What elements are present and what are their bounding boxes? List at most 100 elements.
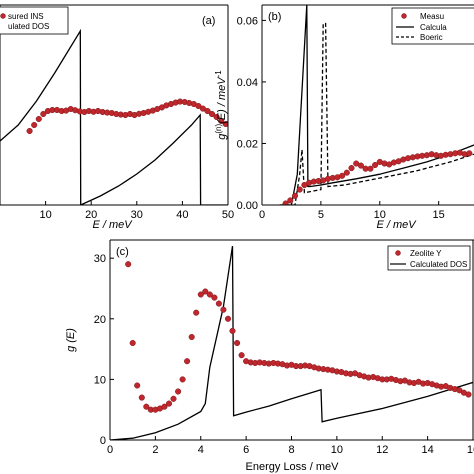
- panel-c-data-point: [229, 327, 236, 334]
- panel-b-data-point: [287, 197, 294, 204]
- panel-c-data-point: [188, 333, 195, 341]
- panel-b-data-point: [339, 172, 346, 179]
- panel-b-data-point: [291, 192, 299, 199]
- panel-b-label: (b): [268, 11, 281, 23]
- panel-c-xtick-label: 2: [152, 444, 158, 456]
- panel-a-data-point: [213, 113, 220, 121]
- panel-b-series-solid-line: [279, 5, 474, 205]
- panel-c-data-point: [465, 391, 472, 398]
- panel-c-xtick-label: 8: [288, 444, 294, 456]
- panel-c-data-point: [234, 339, 241, 347]
- panel-a-data-point: [218, 117, 225, 125]
- panel-a-xtick-label: 50: [222, 209, 234, 221]
- panel-a-data-point: [222, 120, 228, 128]
- panel-c-data-point: [175, 388, 182, 395]
- panel-c: 0 2 4 6 8 10 12 14 16 0 10 20 30 (c) Energy Loss / m…: [65, 239, 474, 473]
- panel-c-xtick-label: 10: [331, 444, 343, 456]
- panel-c-data-point: [165, 400, 173, 407]
- panel-a-xlabel: E / meV: [92, 219, 133, 231]
- panel-a-legend: sured INS ulated DOS: [0, 6, 69, 35]
- panel-c-ytick-label: 20: [94, 314, 106, 326]
- panel-b-ylabel: g(n)(E) / meV-1: [214, 70, 229, 140]
- panel-b-xlabel: E / meV: [376, 219, 417, 231]
- panel-b-data-point: [348, 165, 355, 172]
- panel-c-ytick-label: 10: [94, 374, 106, 386]
- panel-b-xtick-label: 0: [259, 209, 265, 221]
- panel-b-data-point: [466, 150, 473, 157]
- panel-a-label: (a): [202, 15, 215, 27]
- panel-b-xtick-label: 10: [374, 209, 386, 221]
- panel-c-data-point: [197, 291, 204, 298]
- panel-c-legend: Zeolite Y Calculated DOS: [387, 245, 471, 271]
- panel-c-ylabel: g (E): [65, 328, 77, 352]
- panel-c-xtick-label: 6: [243, 444, 249, 456]
- panel-b-xtick-label: 5: [318, 209, 324, 221]
- panel-c-data-point: [143, 403, 150, 410]
- panel-a-legend-label-1: ulated DOS: [8, 22, 49, 31]
- panel-a-data-point: [35, 115, 42, 123]
- panel-b-series-dashed-line: [279, 22, 474, 205]
- panel-c-data-point: [125, 261, 132, 268]
- panel-c-data-point: [211, 294, 218, 301]
- panel-c-data-point: [138, 394, 145, 401]
- panel-c-legend-label-1: Calculated DOS: [410, 260, 467, 269]
- panel-b-data-point: [372, 161, 379, 169]
- panel-c-data-point: [129, 339, 136, 347]
- panel-c-legend-label-0: Zeolite Y: [410, 249, 442, 258]
- panel-a-series-solid-line: [0, 28, 228, 205]
- panel-c-data-point: [179, 376, 186, 383]
- panel-c-data-point: [184, 358, 191, 365]
- panel-c-series-solid-line: [110, 246, 473, 440]
- panel-a-data-point: [31, 121, 38, 129]
- panel-c-data-point: [170, 395, 177, 402]
- panel-c-ytick-label: 30: [94, 253, 106, 265]
- panel-c-xtick-label: 16: [467, 444, 474, 456]
- panel-c-data-point: [193, 309, 200, 316]
- panel-b-xtick-label: 15: [433, 209, 445, 221]
- panel-a-legend-label-0: sured INS: [8, 12, 44, 21]
- panel-c-data-point: [206, 291, 213, 298]
- panel-b-legend-label-0: Measu: [420, 12, 444, 21]
- panel-c-data-point: [161, 403, 168, 410]
- panel-b-data-point: [357, 162, 364, 169]
- panel-b-ytick-label: 0.04: [237, 77, 258, 89]
- panel-a-data-point: [26, 127, 33, 135]
- panel-a-data-point: [40, 110, 47, 118]
- panel-b-ytick-label: 0.02: [237, 138, 258, 150]
- panel-c-data-point: [224, 315, 232, 322]
- panel-b-legend: Measu Calcula Boeric: [391, 7, 474, 45]
- panel-a-xtick-label: 10: [39, 209, 51, 221]
- panel-b-data-point: [282, 200, 289, 205]
- panel-c-xtick-label: 0: [107, 444, 113, 456]
- panel-c-data-point: [238, 352, 245, 359]
- panel-a-data-point: [195, 102, 202, 110]
- panel-b-ytick-label: 0.06: [237, 15, 258, 27]
- panel-b-data-point: [296, 186, 303, 193]
- panel-a-data-point: [204, 107, 211, 115]
- panel-c-data-point: [220, 306, 227, 313]
- panel-c-xtick-label: 12: [376, 444, 388, 456]
- panel-a-xtick-label: 20: [85, 209, 97, 221]
- panel-c-legend-marker: [395, 250, 401, 256]
- panel-a-data-point: [208, 110, 216, 118]
- panel-c-xtick-label: 4: [198, 444, 204, 456]
- panel-c-xtick-label: 14: [422, 444, 434, 456]
- panel-b-ytick-label: 0.00: [237, 200, 258, 212]
- panel-b-legend-marker: [401, 13, 407, 19]
- panel-c-data-point: [202, 288, 209, 295]
- panel-a: 10 20 30 40 50 (a) E / meV sured INS ulated …: [0, 4, 234, 231]
- panel-a-xtick-label: 30: [131, 209, 143, 221]
- panel-c-ytick-label: 0: [100, 435, 106, 447]
- panel-a-xtick-label: 40: [176, 209, 188, 221]
- panel-b-data-point: [343, 169, 350, 176]
- panel-a-legend-marker: [0, 13, 6, 19]
- panel-b-data-point: [367, 165, 374, 172]
- panel-c-xlabel: Energy Loss / meV: [246, 461, 340, 473]
- panel-b: 0 5 10 15 0.00 0.02 0.04 0.06 (b) E / meV g(n)(…: [214, 4, 474, 231]
- panel-c-data-point: [134, 382, 141, 389]
- panel-c-label: (c): [116, 246, 129, 258]
- panel-b-legend-label-1: Calcula: [420, 23, 447, 32]
- panel-b-legend-label-2: Boeric: [420, 33, 443, 42]
- panel-c-data-point: [215, 300, 222, 307]
